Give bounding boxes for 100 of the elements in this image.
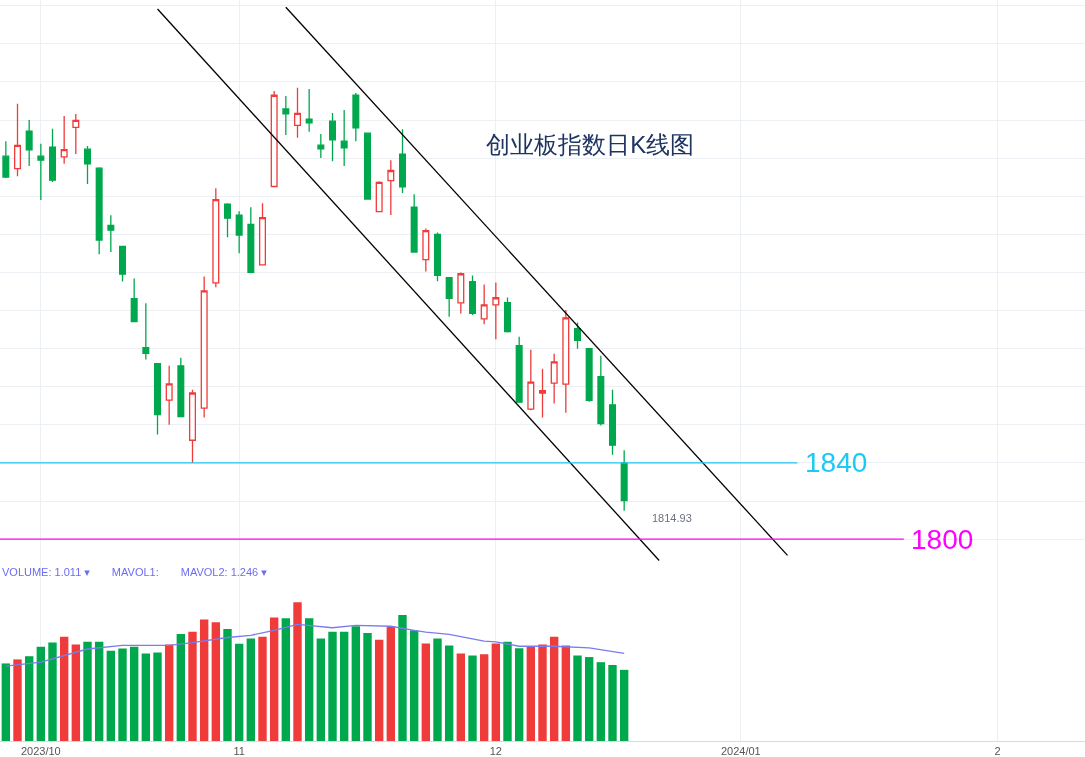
bar <box>141 653 151 741</box>
x-tick-label: 12 <box>489 745 502 757</box>
candlestick <box>398 128 407 194</box>
candlestick <box>13 103 22 177</box>
bar <box>304 618 314 741</box>
candlestick <box>317 133 325 159</box>
bar <box>339 631 349 741</box>
candlestick <box>608 389 617 456</box>
candlestick <box>48 128 57 183</box>
candlestick <box>503 296 512 334</box>
bar <box>584 657 594 741</box>
bar <box>538 644 547 741</box>
bar <box>374 639 384 741</box>
bar <box>94 641 104 741</box>
candlestick <box>387 159 395 216</box>
bar <box>619 669 629 741</box>
text: MAVOL2: 1.246 ▾ <box>180 566 267 578</box>
candlestick <box>585 347 593 403</box>
candlestick <box>363 131 372 201</box>
candlestick <box>165 365 173 426</box>
x-tick-label: 11 <box>233 745 245 757</box>
bar <box>176 633 186 741</box>
bar <box>36 646 46 741</box>
bar <box>164 644 174 741</box>
candlestick <box>597 355 605 427</box>
bar <box>269 617 279 741</box>
ref-line-label: 1840 <box>805 447 868 478</box>
ref-line-label: 1800 <box>911 524 974 555</box>
candlestick <box>188 389 197 464</box>
candlestick <box>538 368 547 419</box>
bar <box>351 626 361 741</box>
candlestick <box>468 274 477 316</box>
bar <box>328 631 337 741</box>
bar <box>48 642 57 741</box>
candlestick <box>550 353 558 405</box>
bar <box>608 664 617 741</box>
bar <box>246 638 256 741</box>
candlestick <box>375 180 383 213</box>
bar <box>456 653 466 741</box>
bar <box>153 652 162 741</box>
candlestick <box>177 357 185 418</box>
bar <box>199 619 209 741</box>
candlestick <box>37 143 45 201</box>
candlestick <box>305 88 313 133</box>
bar <box>409 630 419 741</box>
candlestick <box>340 109 348 167</box>
bar <box>526 646 536 741</box>
bar <box>363 633 372 741</box>
candlestick <box>142 302 150 361</box>
candlestick <box>83 145 92 185</box>
bar <box>223 629 232 741</box>
candlestick <box>562 309 570 414</box>
bar <box>398 615 407 741</box>
bar <box>281 618 291 741</box>
candlestick <box>118 245 127 283</box>
bar <box>106 650 116 741</box>
candlestick <box>433 231 442 282</box>
bar <box>59 636 69 741</box>
bar <box>421 643 431 741</box>
bar <box>386 626 396 741</box>
bar <box>234 643 244 741</box>
bar <box>188 631 197 741</box>
annotation: 1814.93 <box>652 512 692 524</box>
candlestick <box>352 92 360 142</box>
bar <box>129 646 139 741</box>
bar <box>549 636 559 741</box>
candlestick <box>25 119 33 167</box>
bar <box>316 638 326 741</box>
bar <box>83 641 92 741</box>
bar <box>13 659 22 741</box>
bar <box>433 638 442 741</box>
candlestick <box>72 113 80 155</box>
candlestick <box>153 362 162 436</box>
text: 创业板指数日K线图 <box>486 131 695 159</box>
bar <box>573 655 582 741</box>
candlestick <box>107 214 115 253</box>
candlestick <box>620 449 628 512</box>
candlestick <box>258 202 267 267</box>
candlestick <box>573 321 582 350</box>
candlestick <box>515 335 523 404</box>
candlestick <box>457 271 465 315</box>
x-tick-label: 2023/10 <box>20 745 61 757</box>
candlestick <box>223 202 232 238</box>
bar <box>491 643 501 741</box>
bar <box>211 622 221 741</box>
bar <box>596 662 606 741</box>
candlestick <box>200 275 208 419</box>
text: VOLUME: 1.011 ▾ <box>2 566 90 578</box>
candlestick <box>60 115 68 165</box>
bar <box>1 663 11 741</box>
bar <box>444 645 454 741</box>
text: MAVOL1: <box>111 566 159 578</box>
candlestick <box>2 140 10 179</box>
candlestick <box>235 210 243 254</box>
bar <box>468 655 477 741</box>
candlestick <box>328 112 337 162</box>
bar <box>71 644 81 741</box>
candlestick <box>445 276 453 318</box>
bar <box>479 654 489 741</box>
bar <box>503 641 512 741</box>
